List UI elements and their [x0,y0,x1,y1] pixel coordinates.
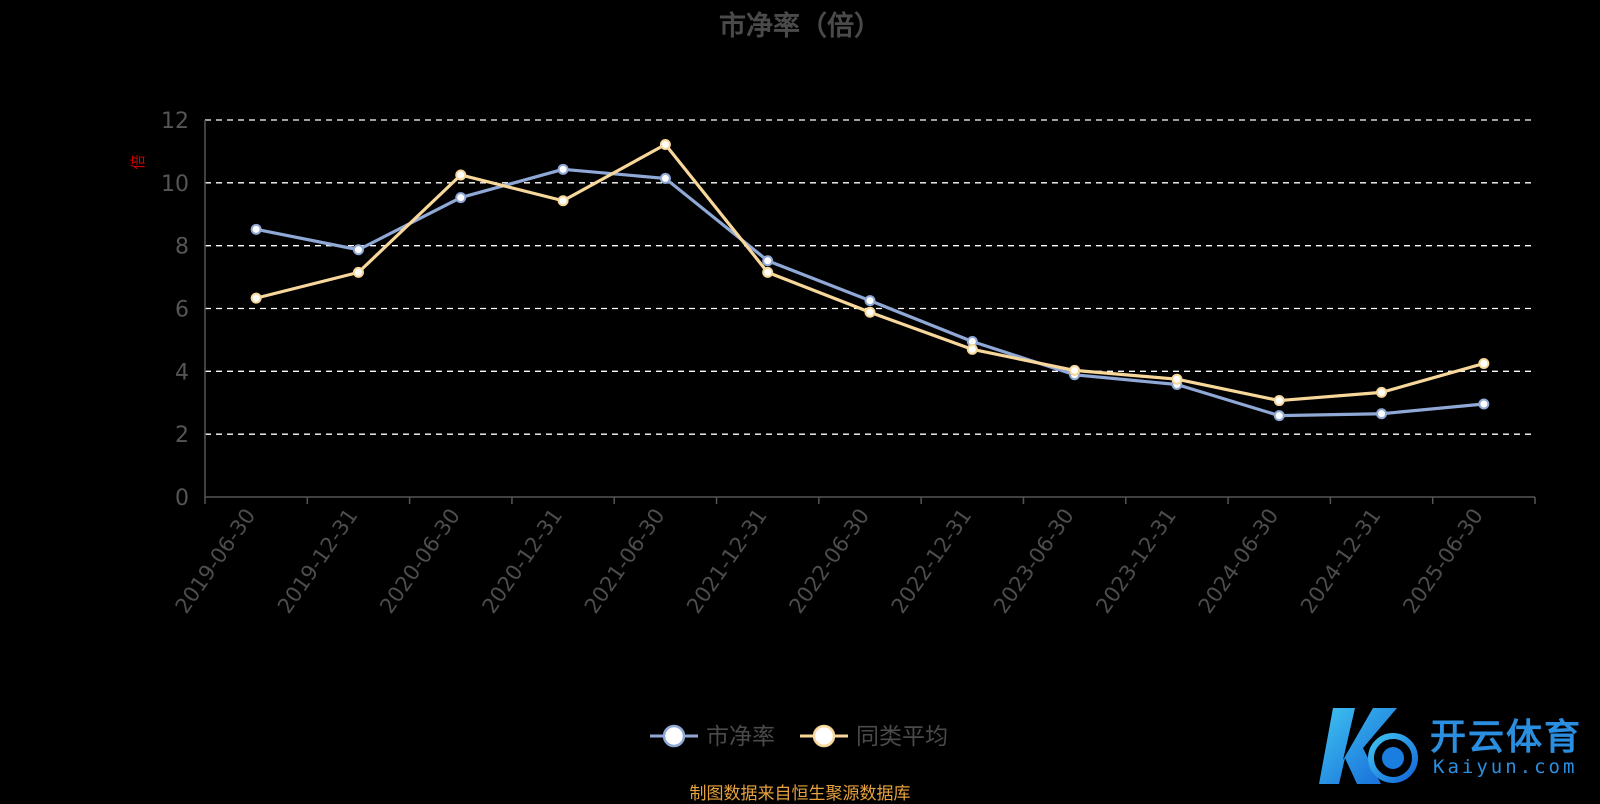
data-point [966,343,978,355]
data-point [1478,398,1490,410]
x-tick-labels: 2019-06-30 2019-12-31 2020-06-30 2020-12-31… [171,504,1488,618]
x-tick-label: 2024-06-30 [1194,504,1284,618]
legend-item-1: 同类平均 [800,724,948,750]
data-point [1376,386,1388,398]
y-tick-labels: 0 2 4 6 8 10 12 [161,109,189,511]
legend-marker [662,724,686,748]
x-tick-label: 2020-12-31 [478,504,568,618]
data-point [1273,395,1285,407]
y-tick-label: 4 [175,360,189,385]
data-point [1478,357,1490,369]
legend-marker [812,724,836,748]
y-tick-label: 0 [175,486,189,511]
data-point [250,292,262,304]
watermark-brand-cn: 开云体育 [1430,717,1583,758]
y-tick-label: 10 [161,172,189,197]
brand-watermark: 开云体育 Kaiyun.com [1315,700,1595,790]
x-tick-label: 2025-06-30 [1398,504,1488,618]
kaiyun-logo-icon [1319,708,1418,784]
data-point [864,306,876,318]
x-tick-label: 2022-06-30 [784,504,874,618]
data-point [455,169,467,181]
x-tick-label: 2019-06-30 [171,504,261,618]
data-point [455,192,467,204]
series-line-0 [255,167,1484,418]
legend: 市净率 同类平均 [650,724,948,750]
y-tick-label: 8 [175,235,189,260]
x-tick-label: 2024-12-31 [1296,504,1386,618]
data-point [557,195,569,207]
x-tick-label: 2023-06-30 [989,504,1079,618]
data-point [250,223,262,235]
grid-lines [205,119,1535,435]
x-tick-label: 2020-06-30 [375,504,465,618]
data-point [864,295,876,307]
x-tick-label: 2019-12-31 [273,504,363,618]
y-tick-label: 2 [175,423,189,448]
data-point [352,266,364,278]
y-tick-label: 12 [161,109,189,134]
data-point [1171,373,1183,385]
data-point [1273,410,1285,422]
x-tick-label: 2021-06-30 [580,504,670,618]
chart-title: 市净率（倍） [719,11,881,42]
legend-label: 市净率 [706,724,775,750]
data-point [659,172,671,184]
y-tick-label: 6 [175,298,189,323]
data-point [557,163,569,175]
y-axis-label: 倍 [129,154,147,169]
series-lines [250,139,1490,422]
x-tick-label: 2022-12-31 [887,504,977,618]
x-tick-label: 2023-12-31 [1091,504,1181,618]
x-tick-label: 2021-12-31 [682,504,772,618]
data-point [659,139,671,151]
data-point [1069,364,1081,376]
watermark-brand-en: Kaiyun.com [1433,756,1578,778]
legend-label: 同类平均 [856,724,948,750]
axes [204,120,1536,504]
data-source-note: 制图数据来自恒生聚源数据库 [689,784,911,804]
data-point [762,255,774,267]
data-point [1376,408,1388,420]
data-point [762,266,774,278]
legend-item-0: 市净率 [650,724,775,750]
data-point [352,244,364,256]
